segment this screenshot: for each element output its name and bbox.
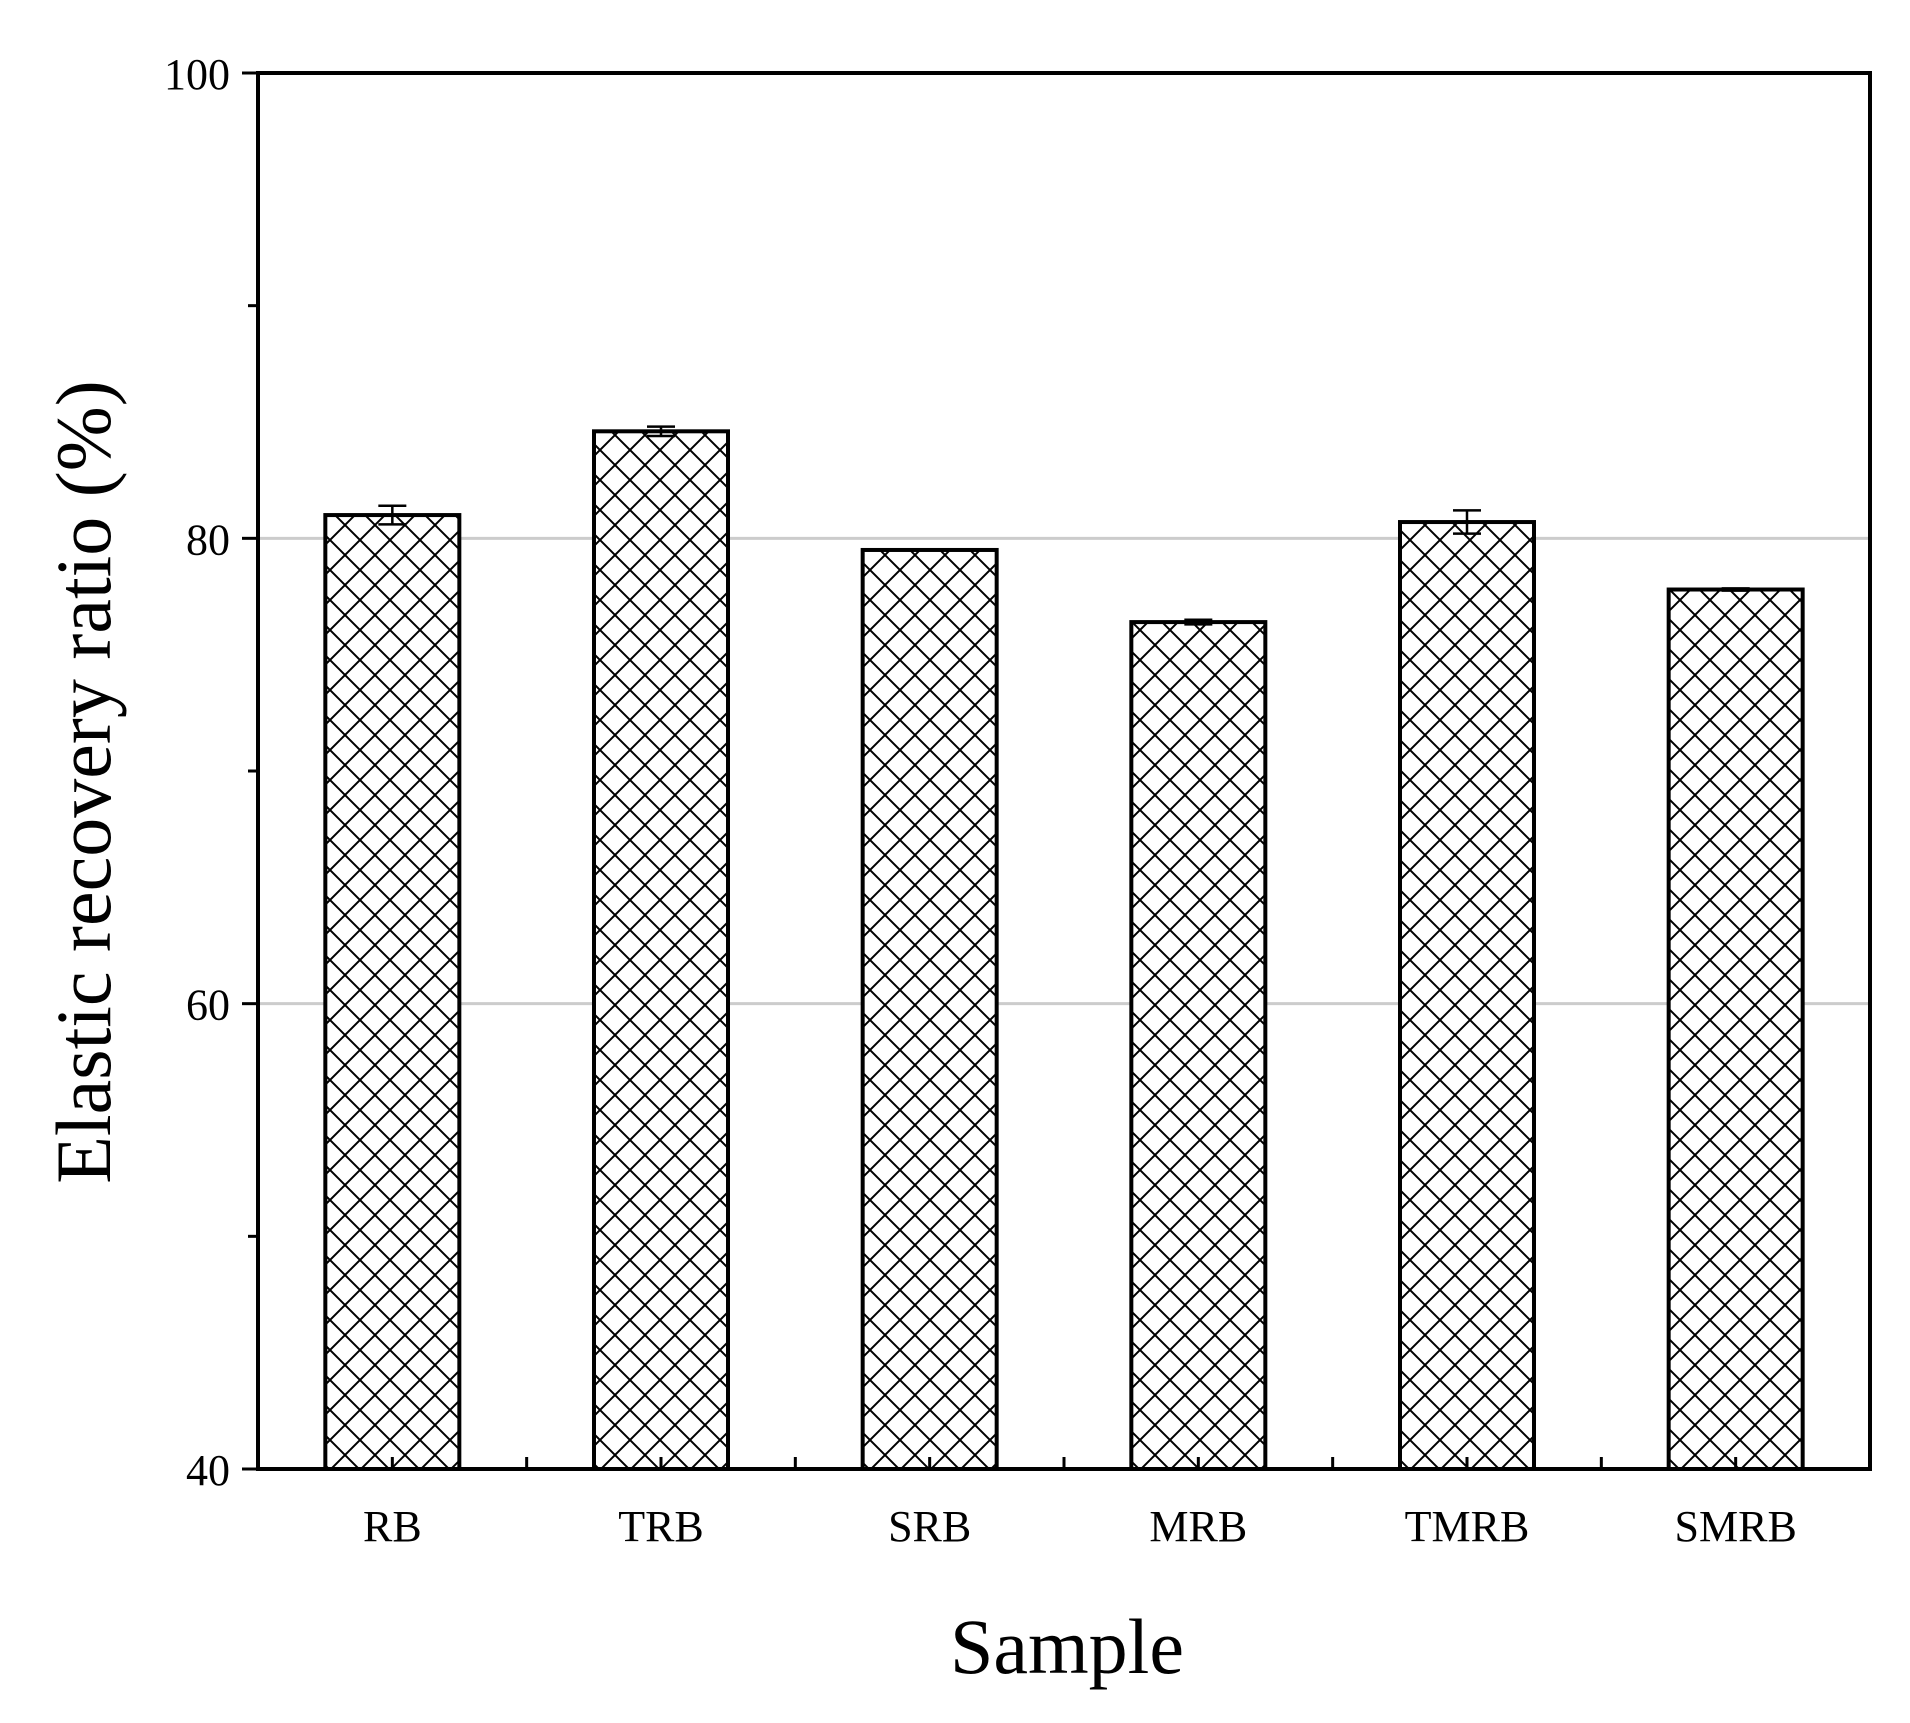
bar-trb	[592, 429, 730, 1472]
x-tick-label-mrb: MRB	[1149, 1502, 1247, 1551]
bar-srb	[860, 547, 999, 1471]
bar-tmrb	[1398, 520, 1536, 1471]
axis-ticks: RB TRB SRB MRB TMRB SMRB 40 60 80 100	[164, 50, 1797, 1551]
x-tick-label-smrb: SMRB	[1675, 1502, 1797, 1551]
y-tick-label-40: 40	[186, 1446, 230, 1495]
y-tick-label-60: 60	[186, 981, 230, 1030]
x-tick-label-rb: RB	[363, 1502, 422, 1551]
bar-mrb	[1129, 620, 1268, 1471]
x-axis-title: Sample	[950, 1603, 1184, 1690]
y-tick-label-80: 80	[186, 515, 230, 564]
bar-rb	[323, 513, 462, 1471]
x-tick-label-srb: SRB	[888, 1502, 971, 1551]
error-bars	[378, 425, 1750, 626]
plot-frame	[256, 71, 1872, 1471]
y-tick-label-100: 100	[164, 50, 230, 99]
y-axis-title: Elastic recovery ratio (%)	[40, 380, 127, 1183]
x-tick-label-tmrb: TMRB	[1405, 1502, 1530, 1551]
bar-smrb	[1666, 587, 1805, 1471]
x-tick-label-trb: TRB	[618, 1502, 704, 1551]
plot-border	[256, 71, 1872, 1471]
gridlines	[258, 536, 1870, 1006]
bars	[323, 429, 1805, 1472]
